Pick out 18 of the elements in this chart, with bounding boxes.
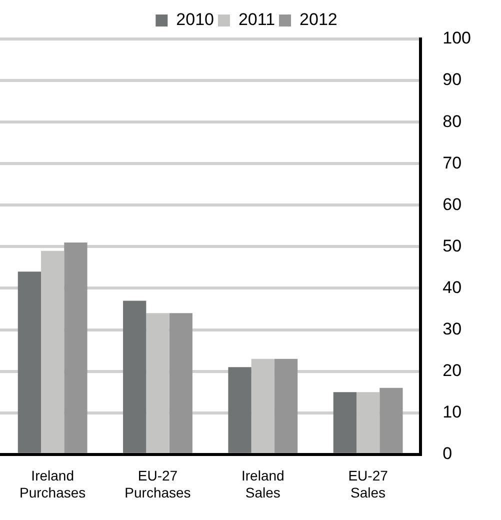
y-tick-label: 50 bbox=[442, 236, 462, 256]
y-tick-label: 70 bbox=[442, 153, 462, 172]
y-tick-label: 80 bbox=[442, 112, 462, 131]
x-tick-label: EU-27 Purchases bbox=[124, 468, 191, 500]
y-tick-label: 40 bbox=[442, 278, 462, 297]
y-tick-label: 30 bbox=[442, 319, 462, 338]
legend-label: 2012 bbox=[300, 10, 338, 30]
x-tick-label: Ireland Sales bbox=[241, 468, 284, 500]
y-tick-label: 90 bbox=[442, 70, 462, 90]
legend-label: 2011 bbox=[238, 10, 276, 30]
x-tick-label: EU-27 Sales bbox=[348, 468, 388, 500]
y-tick-label: 20 bbox=[442, 361, 462, 380]
legend-label: 2010 bbox=[176, 10, 214, 30]
y-tick-label: 100 bbox=[442, 28, 472, 48]
x-tick-label: Ireland Purchases bbox=[20, 468, 86, 500]
y-tick-label: 60 bbox=[442, 194, 462, 214]
y-tick-label: 10 bbox=[442, 402, 462, 422]
y-tick-label: 0 bbox=[442, 444, 452, 464]
